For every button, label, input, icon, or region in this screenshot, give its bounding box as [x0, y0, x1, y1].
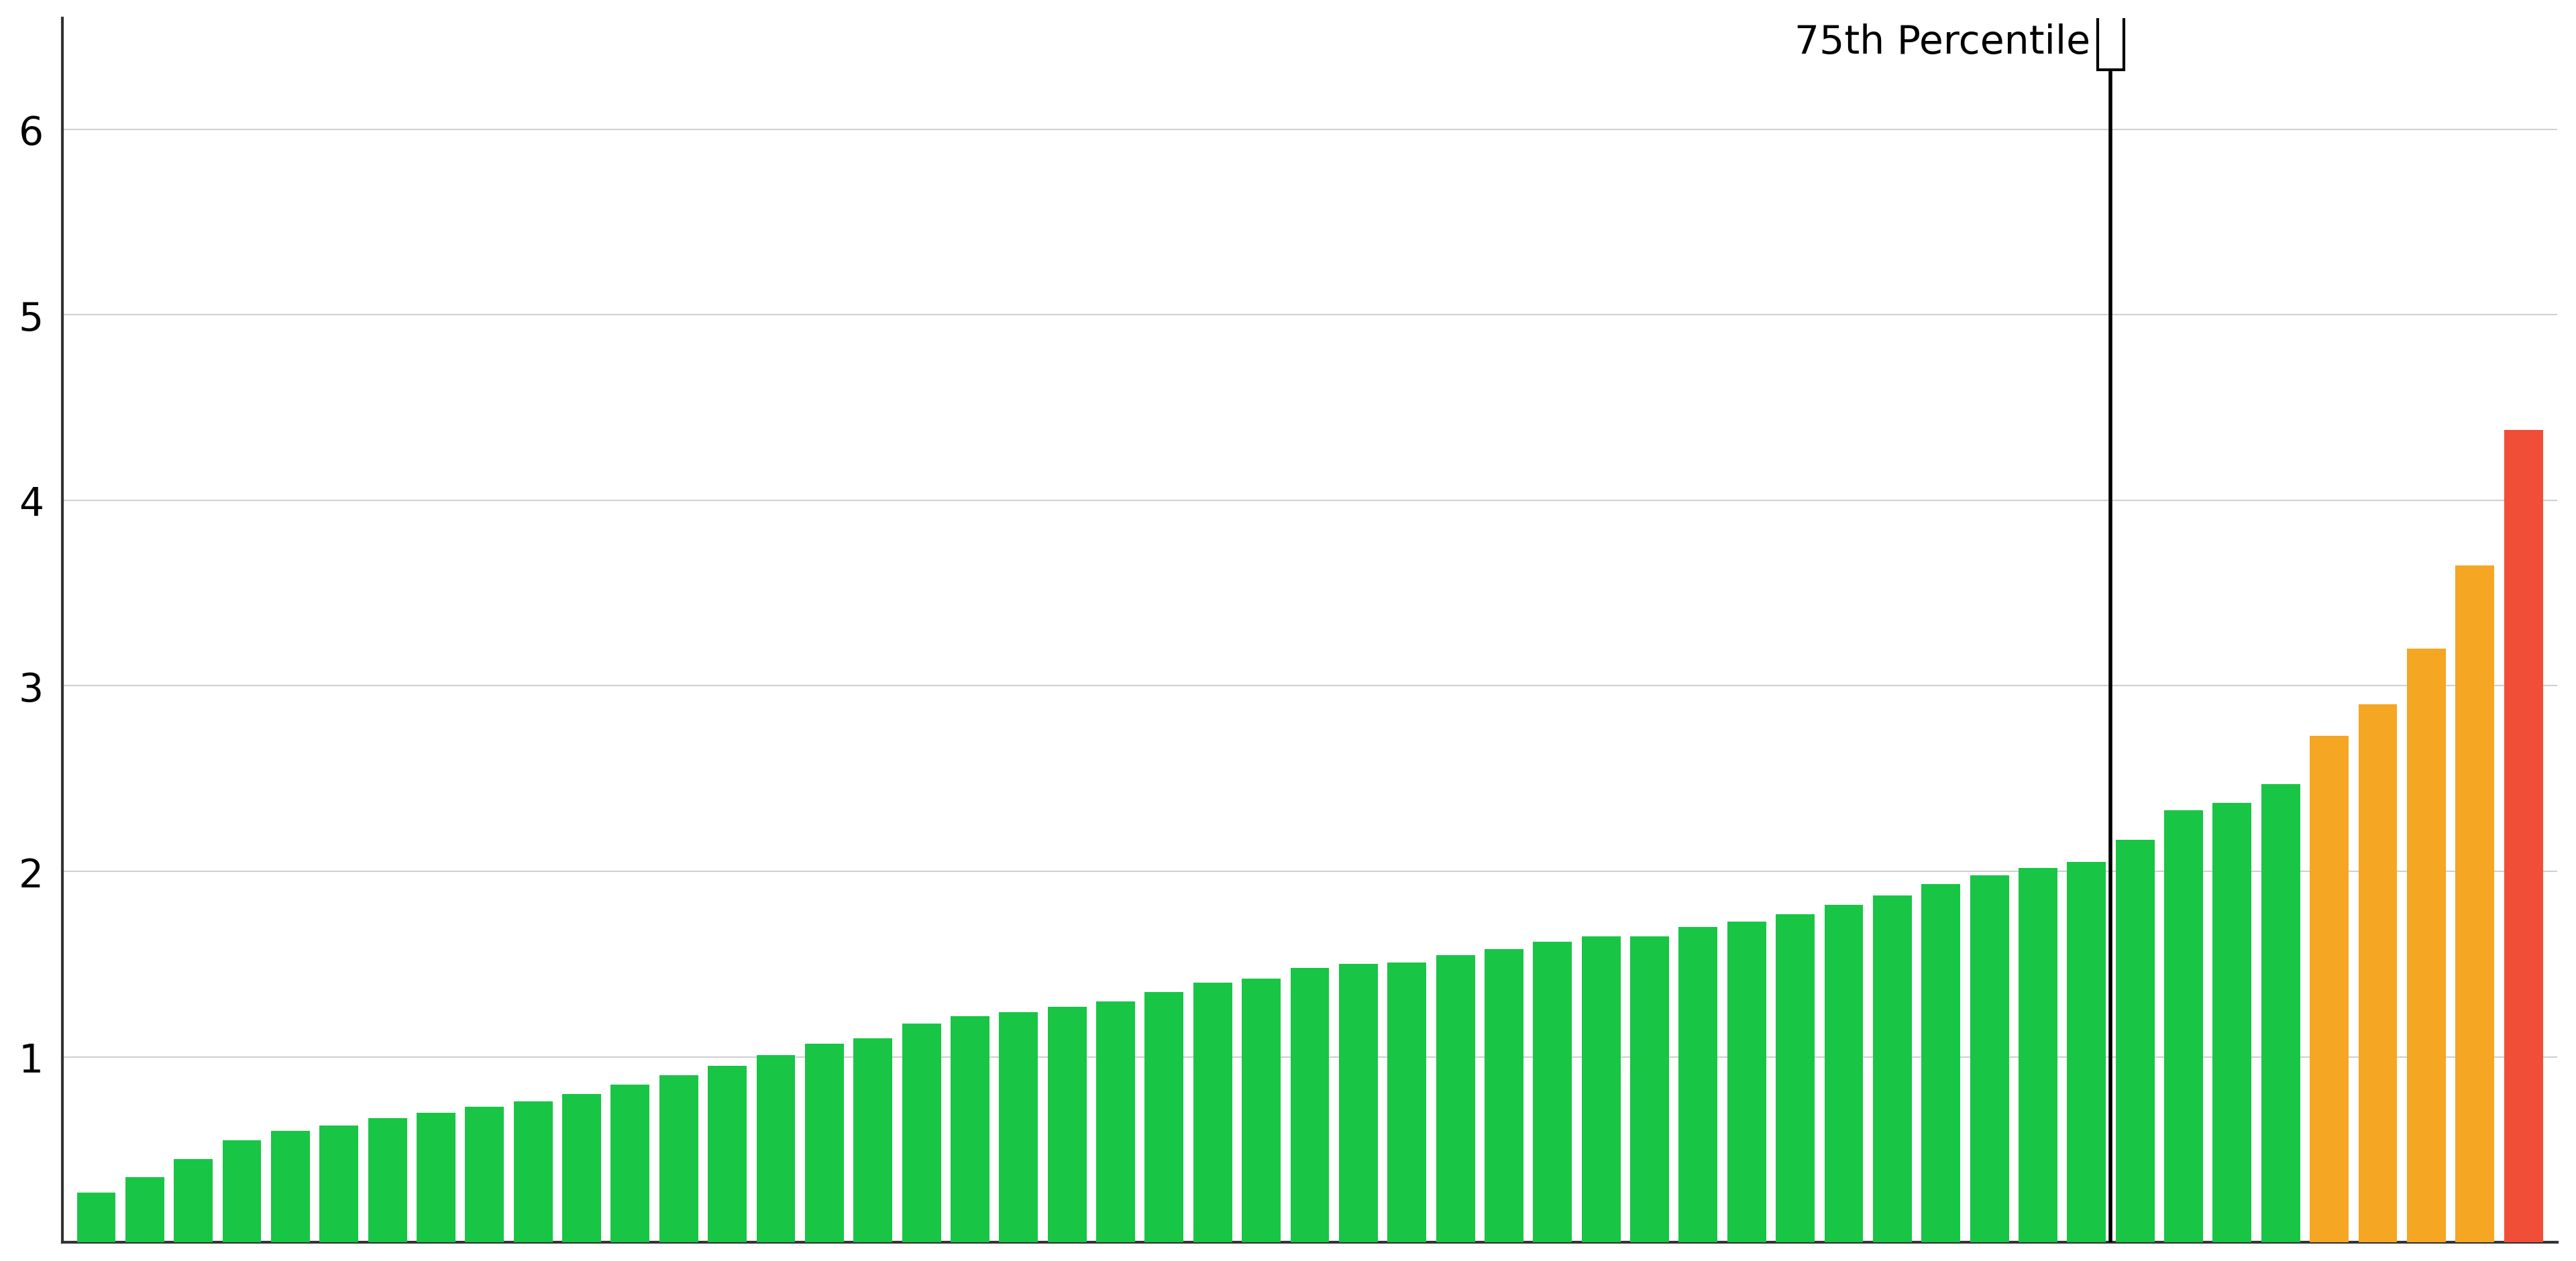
Bar	[1824, 905, 1862, 1242]
Bar	[1582, 937, 1620, 1242]
Bar	[2455, 566, 2494, 1242]
Bar	[2115, 840, 2154, 1242]
Bar	[853, 1038, 891, 1242]
Bar	[513, 1101, 551, 1242]
Bar	[1097, 1001, 1136, 1242]
Bar	[1242, 979, 1280, 1242]
Bar	[1291, 968, 1329, 1242]
Text: 75th Percentile: 75th Percentile	[1795, 24, 2089, 62]
Bar	[2164, 811, 2202, 1242]
Bar	[659, 1076, 698, 1242]
Bar	[77, 1193, 116, 1242]
Bar	[1533, 942, 1571, 1242]
Bar	[466, 1107, 505, 1242]
Bar	[708, 1067, 747, 1242]
Bar	[2311, 736, 2349, 1242]
Bar	[319, 1126, 358, 1242]
Bar	[2360, 705, 2398, 1242]
Bar	[1435, 955, 1476, 1242]
Bar	[2406, 649, 2445, 1242]
Bar	[1144, 992, 1182, 1242]
Bar	[2213, 803, 2251, 1242]
Bar	[999, 1013, 1038, 1242]
Bar	[2262, 784, 2300, 1242]
Bar	[2504, 430, 2543, 1242]
Bar	[222, 1140, 260, 1242]
Bar	[1484, 950, 1522, 1242]
Bar	[1873, 895, 1911, 1242]
Bar	[1340, 965, 1378, 1242]
Bar	[368, 1119, 407, 1242]
Bar	[270, 1131, 309, 1242]
Bar	[804, 1044, 845, 1242]
Bar	[417, 1112, 456, 1242]
Bar	[2097, 15, 2125, 71]
Bar	[1775, 914, 1814, 1242]
Bar	[1971, 875, 2009, 1242]
Bar	[1680, 927, 1718, 1242]
Bar	[1631, 937, 1669, 1242]
Bar	[1728, 922, 1767, 1242]
Bar	[757, 1055, 796, 1242]
Bar	[2066, 863, 2107, 1242]
Bar	[902, 1024, 940, 1242]
Bar	[1388, 962, 1427, 1242]
Bar	[126, 1178, 165, 1242]
Bar	[611, 1084, 649, 1242]
Bar	[562, 1095, 600, 1242]
Bar	[2020, 868, 2058, 1242]
Bar	[1193, 982, 1231, 1242]
Bar	[1922, 884, 1960, 1242]
Bar	[175, 1159, 214, 1242]
Bar	[1048, 1006, 1087, 1242]
Bar	[951, 1016, 989, 1242]
